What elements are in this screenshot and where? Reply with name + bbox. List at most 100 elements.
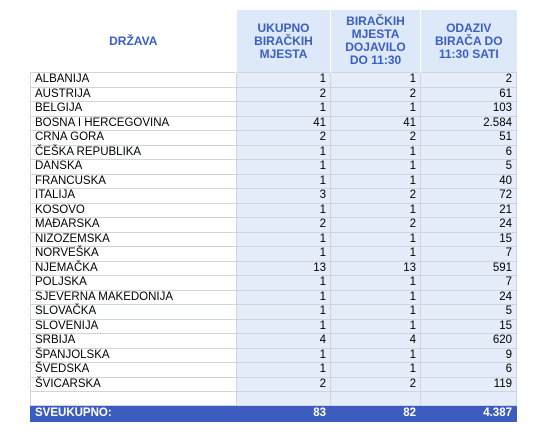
- cell-number: 2: [330, 86, 421, 102]
- cell-country: SLOVENIJA: [30, 318, 237, 334]
- cell-country: ŠPANJOLSKA: [30, 347, 237, 363]
- cell-number: 1: [236, 304, 331, 320]
- cell-number: 15: [420, 318, 517, 334]
- cell-number: 1: [330, 275, 421, 291]
- empty-cell: [236, 391, 331, 406]
- cell-number: 1: [236, 231, 331, 247]
- cell-number: 1: [330, 202, 421, 218]
- cell-number: 1: [330, 289, 421, 305]
- cell-number: 3: [236, 188, 331, 204]
- cell-number: 1: [236, 173, 331, 189]
- results-table: DRŽAVA UKUPNO BIRAČKIH MJESTA BIRAČKIH MJE…: [30, 10, 517, 422]
- cell-number: 119: [420, 376, 517, 392]
- cell-country: ITALIJA: [30, 188, 237, 204]
- cell-number: 1: [236, 362, 331, 378]
- cell-number: 1: [236, 144, 331, 160]
- header-row: DRŽAVA UKUPNO BIRAČKIH MJESTA BIRAČKIH MJE…: [31, 10, 517, 73]
- cell-number: 1: [330, 362, 421, 378]
- cell-country: KOSOVO: [30, 202, 237, 218]
- cell-number: 1: [236, 202, 331, 218]
- cell-number: 2: [330, 188, 421, 204]
- cell-number: 1: [236, 318, 331, 334]
- cell-number: 1: [330, 144, 421, 160]
- cell-country: ŠVICARSKA: [30, 376, 237, 392]
- table-row: ITALIJA 3 2 72: [30, 188, 517, 204]
- cell-number: 1: [330, 173, 421, 189]
- cell-number: 41: [236, 115, 331, 131]
- table-row: NIZOZEMSKA 1 1 15: [30, 231, 517, 247]
- total-label: SVEUKUPNO:: [30, 405, 237, 422]
- cell-number: 5: [420, 304, 517, 320]
- cell-number: 1: [330, 347, 421, 363]
- cell-number: 41: [330, 115, 421, 131]
- table-row: SLOVENIJA 1 1 15: [30, 318, 517, 334]
- cell-number: 40: [420, 173, 517, 189]
- table-row: ŠVEDSKA 1 1 6: [30, 362, 517, 378]
- cell-number: 5: [420, 159, 517, 175]
- table-row: POLJSKA 1 1 7: [30, 275, 517, 291]
- cell-number: 1: [330, 246, 421, 262]
- table-row: ALBANIJA 1 1 2: [30, 72, 517, 88]
- spacer-row: [30, 391, 517, 406]
- cell-number: 72: [420, 188, 517, 204]
- cell-number: 4: [330, 333, 421, 349]
- cell-number: 6: [420, 362, 517, 378]
- cell-number: 1: [330, 231, 421, 247]
- cell-country: AUSTRIJA: [30, 86, 237, 102]
- cell-country: NIZOZEMSKA: [30, 231, 237, 247]
- cell-country: ALBANIJA: [30, 72, 237, 88]
- cell-number: 24: [420, 289, 517, 305]
- table-row: AUSTRIJA 2 2 61: [30, 86, 517, 102]
- cell-number: 1: [236, 246, 331, 262]
- cell-number: 2: [236, 130, 331, 146]
- cell-country: BOSNA I HERCEGOVINA: [30, 115, 237, 131]
- cell-number: 24: [420, 217, 517, 233]
- cell-number: 1: [330, 318, 421, 334]
- cell-country: SJEVERNA MAKEDONIJA: [30, 289, 237, 305]
- cell-number: 1: [236, 159, 331, 175]
- table-row: BOSNA I HERCEGOVINA 41 41 2.584: [30, 115, 517, 131]
- column-header: UKUPNO BIRAČKIH MJESTA: [236, 10, 331, 73]
- cell-country: ŠVEDSKA: [30, 362, 237, 378]
- cell-country: SLOVAČKA: [30, 304, 237, 320]
- cell-number: 6: [420, 144, 517, 160]
- cell-country: FRANCUSKA: [30, 173, 237, 189]
- cell-country: SRBIJA: [30, 333, 237, 349]
- cell-number: 7: [420, 246, 517, 262]
- empty-cell: [330, 391, 421, 406]
- table-row: NJEMAČKA 13 13 591: [30, 260, 517, 276]
- cell-country: BELGIJA: [30, 101, 237, 117]
- column-header: ODAZIV BIRAČA DO 11:30 SATI: [420, 10, 517, 73]
- cell-number: 1: [236, 289, 331, 305]
- column-header: DRŽAVA: [109, 33, 158, 48]
- cell-country: MAĐARSKA: [30, 217, 237, 233]
- table-row: ŠVICARSKA 2 2 119: [30, 376, 517, 392]
- cell-country: DANSKA: [30, 159, 237, 175]
- cell-number: 7: [420, 275, 517, 291]
- cell-number: 21: [420, 202, 517, 218]
- cell-number: 620: [420, 333, 517, 349]
- cell-number: 103: [420, 101, 517, 117]
- cell-number: 1: [236, 275, 331, 291]
- table-row: SLOVAČKA 1 1 5: [30, 304, 517, 320]
- total-row: SVEUKUPNO: 83 82 4.387: [30, 405, 517, 422]
- total-number: 82: [330, 405, 421, 422]
- cell-country: POLJSKA: [30, 275, 237, 291]
- cell-number: 1: [236, 72, 331, 88]
- cell-country: CRNA GORA: [30, 130, 237, 146]
- table-row: KOSOVO 1 1 21: [30, 202, 517, 218]
- cell-number: 61: [420, 86, 517, 102]
- cell-number: 1: [330, 159, 421, 175]
- cell-number: 15: [420, 231, 517, 247]
- cell-country: ČEŠKA REPUBLIKA: [30, 144, 237, 160]
- cell-number: 9: [420, 347, 517, 363]
- table-row: ČEŠKA REPUBLIKA 1 1 6: [30, 144, 517, 160]
- cell-number: 2: [330, 376, 421, 392]
- table-row: SRBIJA 4 4 620: [30, 333, 517, 349]
- cell-number: 1: [236, 101, 331, 117]
- cell-number: 2: [420, 72, 517, 88]
- table-row: SJEVERNA MAKEDONIJA 1 1 24: [30, 289, 517, 305]
- cell-number: 4: [236, 333, 331, 349]
- cell-number: 13: [330, 260, 421, 276]
